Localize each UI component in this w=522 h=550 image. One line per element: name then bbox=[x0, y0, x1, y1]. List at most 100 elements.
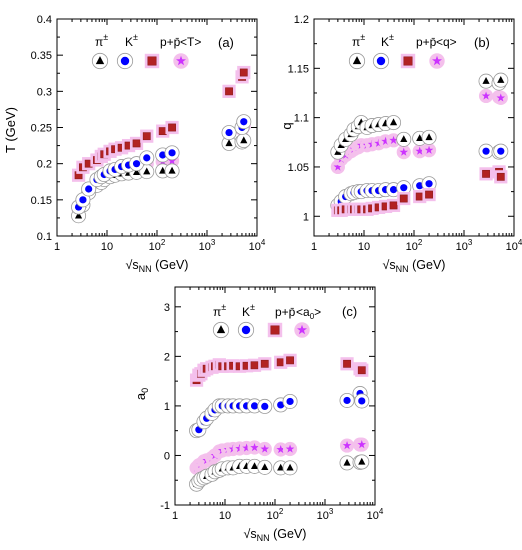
data-point bbox=[358, 397, 366, 405]
data-point bbox=[343, 396, 351, 405]
legend-entry: π± bbox=[352, 32, 365, 49]
data-point bbox=[239, 68, 248, 77]
y-tick-label: 1.15 bbox=[288, 63, 309, 75]
y-tick-label: 0.25 bbox=[31, 123, 52, 135]
y-tick-label: 3 bbox=[164, 302, 170, 314]
data-point bbox=[389, 186, 398, 194]
data-point bbox=[132, 139, 141, 148]
data-point bbox=[240, 136, 248, 144]
panel-a: T (GeV) (a) 0.1 0.15 0.2 0.25 0.3 0.35 0.4 1 10 1… bbox=[3, 14, 266, 274]
data-point bbox=[225, 87, 233, 96]
panel-c: a0 (c) -1 0 1 2 3 1 10 102 103 104 √sNN (GeV) π± K± p… bbox=[133, 286, 384, 543]
data-point bbox=[159, 151, 167, 159]
legend-entry: p+p̄ bbox=[160, 35, 181, 49]
y-axis-label: q bbox=[279, 122, 294, 129]
data-point bbox=[85, 185, 93, 193]
y-tick-label: 0.3 bbox=[37, 86, 52, 98]
data-point bbox=[496, 93, 506, 102]
data-point bbox=[343, 458, 351, 466]
legend-marker bbox=[376, 56, 386, 66]
data-point bbox=[374, 138, 383, 147]
data-point bbox=[225, 128, 233, 137]
data-point bbox=[132, 168, 141, 176]
x-axis-label: √sNN (GeV) bbox=[126, 258, 189, 274]
data-point bbox=[142, 132, 151, 141]
legend-marker bbox=[95, 56, 105, 65]
legend-entry: <a0> bbox=[296, 305, 321, 321]
data-point bbox=[277, 401, 285, 409]
data-point bbox=[286, 397, 294, 406]
y-tick-label: 1 bbox=[303, 211, 309, 223]
data-point bbox=[496, 172, 505, 181]
data-point bbox=[482, 147, 490, 155]
legend-entry: <q> bbox=[436, 35, 457, 49]
data-point bbox=[416, 134, 424, 142]
data-point bbox=[260, 444, 270, 453]
data-point bbox=[242, 443, 251, 452]
data-point bbox=[415, 146, 424, 155]
legend-entry: K± bbox=[381, 32, 394, 49]
x-tick-label: 104 bbox=[367, 507, 384, 522]
data-point bbox=[286, 356, 294, 365]
data-point bbox=[415, 192, 424, 201]
data-point bbox=[167, 156, 177, 165]
y-tick-label: 0.4 bbox=[37, 14, 52, 26]
y-tick-label: 0 bbox=[164, 450, 170, 462]
data-point bbox=[225, 139, 233, 147]
legend-entry: K± bbox=[242, 302, 255, 319]
x-tick-label: 10 bbox=[101, 241, 113, 253]
legend-marker bbox=[403, 56, 413, 66]
data-point bbox=[276, 445, 285, 454]
data-point bbox=[74, 211, 83, 219]
data-point bbox=[357, 440, 367, 449]
data-point bbox=[343, 359, 351, 368]
x-tick-label: 1 bbox=[172, 510, 178, 522]
data-point bbox=[425, 190, 433, 199]
y-tick-label: -1 bbox=[160, 500, 170, 512]
legend-marker bbox=[216, 325, 226, 334]
y-axis-label: a0 bbox=[133, 388, 150, 400]
data-point bbox=[168, 166, 176, 174]
data-point bbox=[497, 76, 505, 83]
legend-marker bbox=[270, 325, 280, 335]
x-tick-label: 10 bbox=[358, 241, 370, 253]
data-point bbox=[400, 184, 408, 192]
x-tick-label: 103 bbox=[199, 238, 216, 253]
data-point bbox=[482, 77, 490, 84]
panel-label: (b) bbox=[474, 35, 490, 50]
data-point bbox=[389, 118, 398, 126]
data-point bbox=[158, 127, 167, 136]
data-point bbox=[261, 402, 269, 411]
legend-marker bbox=[176, 55, 186, 66]
data-point bbox=[261, 463, 269, 471]
data-point bbox=[333, 162, 343, 171]
data-point bbox=[260, 359, 269, 368]
legend-marker bbox=[120, 56, 130, 66]
y-axis-label: T (GeV) bbox=[3, 107, 18, 153]
data-point bbox=[425, 180, 433, 188]
data-point bbox=[358, 457, 366, 465]
data-point bbox=[399, 147, 409, 156]
legend-marker bbox=[352, 56, 362, 65]
data-point bbox=[424, 145, 434, 154]
legend-entry: p+p̄ bbox=[275, 305, 296, 319]
y-tick-label: 1.2 bbox=[294, 14, 309, 26]
data-point bbox=[389, 201, 398, 210]
data-point bbox=[79, 196, 87, 204]
data-point bbox=[285, 444, 295, 453]
x-tick-label: 1 bbox=[311, 241, 317, 253]
x-axis-label: √sNN (GeV) bbox=[383, 258, 446, 274]
data-point bbox=[276, 358, 285, 367]
y-tick-label: 1 bbox=[164, 401, 170, 413]
y-tick-label: 0.35 bbox=[31, 50, 52, 62]
data-point bbox=[250, 361, 259, 370]
data-point bbox=[240, 118, 248, 126]
data-point bbox=[143, 154, 151, 162]
x-tick-label: 102 bbox=[406, 238, 423, 253]
legend-entry: K± bbox=[125, 32, 138, 49]
data-point bbox=[250, 462, 259, 470]
data-point bbox=[159, 166, 167, 174]
x-tick-label: 104 bbox=[249, 238, 266, 253]
legend-marker bbox=[147, 56, 157, 66]
